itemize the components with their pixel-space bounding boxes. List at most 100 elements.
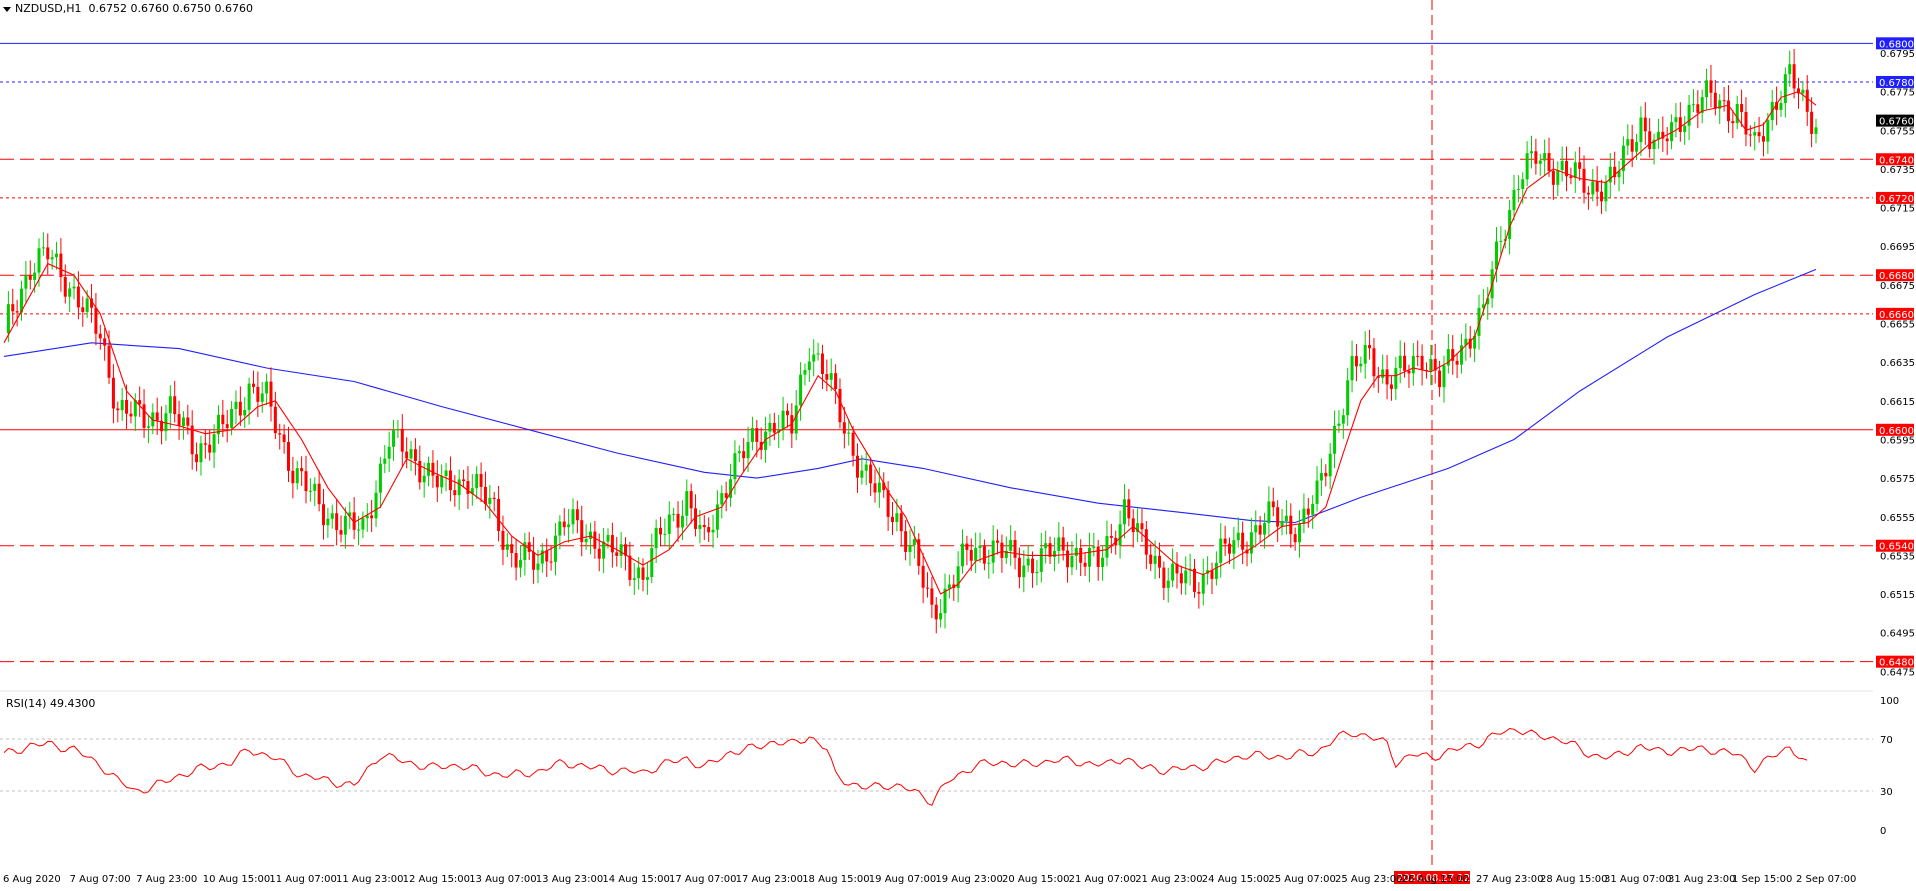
candle-body-365 (1600, 191, 1604, 202)
candle-body-383 (1678, 117, 1682, 132)
candle-body-403 (1766, 120, 1770, 142)
candle-body-20 (90, 298, 94, 308)
candle-body-303 (1328, 453, 1332, 477)
candle-body-2 (11, 304, 15, 312)
candle-body-302 (1324, 472, 1328, 477)
candle-body-136 (597, 548, 601, 559)
candle-body-362 (1586, 192, 1590, 195)
time-label-26: 1 Sep 15:00 (1732, 874, 1792, 885)
candle-body-364 (1595, 181, 1599, 192)
candle-body-49 (216, 414, 220, 435)
candle-body-153 (672, 513, 676, 515)
candle-body-378 (1656, 131, 1660, 140)
candle-body-7 (33, 272, 37, 280)
candle-body-25 (111, 377, 115, 409)
rsi-axis: 100 70 30 0 (1880, 696, 1899, 837)
candle-body-400 (1753, 132, 1757, 136)
candle-body-380 (1665, 138, 1669, 142)
candle-body-267 (1171, 563, 1175, 581)
moving-average-fast (3, 90, 1817, 595)
rsi-tick-1: 70 (1880, 735, 1893, 746)
candle-body-94 (413, 449, 417, 461)
candle-body-204 (895, 513, 899, 522)
candle-body-122 (536, 563, 540, 570)
candle-body-244 (1070, 555, 1074, 568)
time-axis: 6 Aug 2020 7 Aug 07:00 7 Aug 23:00 10 Aug 1… (3, 874, 1856, 885)
price-tick-3: 0.6735 (1880, 165, 1915, 176)
symbol-header[interactable]: NZDUSD,H1 0.6752 0.6760 0.6750 0.6760 (3, 2, 253, 15)
candle-body-196 (860, 470, 864, 478)
candle-body-73 (322, 504, 326, 526)
candle-body-146 (641, 567, 645, 580)
candle-body-101 (444, 470, 448, 477)
candle-body-9 (41, 247, 45, 249)
time-label-1: 7 Aug 07:00 (70, 874, 131, 885)
candle-body-360 (1578, 162, 1582, 169)
candle-body-313 (1372, 348, 1376, 377)
candle-body-337 (1477, 307, 1481, 336)
candle-body-206 (904, 531, 908, 552)
level-tag-7: 0.6600 (1879, 426, 1914, 437)
candle-body-131 (575, 509, 579, 521)
candle-body-99 (435, 475, 439, 488)
candle-body-134 (588, 531, 592, 539)
candle-body-119 (523, 542, 527, 560)
candle-body-305 (1337, 423, 1341, 426)
ma-slow-line (3, 268, 1817, 524)
horizontal-levels[interactable] (0, 42, 1873, 663)
candle-body-414 (1814, 127, 1818, 134)
time-label-0: 6 Aug 2020 (3, 874, 61, 885)
candle-body-65 (286, 441, 290, 471)
candle-body-17 (76, 286, 80, 308)
candle-body-359 (1573, 162, 1577, 179)
candle-body-147 (645, 577, 649, 580)
level-tag-6: 0.6660 (1879, 310, 1914, 321)
candle-body-367 (1608, 166, 1612, 183)
candle-body-10 (46, 247, 50, 260)
candle-body-41 (181, 417, 185, 427)
candle-body-397 (1740, 103, 1744, 112)
candle-body-83 (365, 515, 369, 519)
crosshair-time-label: 2020.08.27 12:00 (1397, 873, 1486, 884)
candle-body-213 (934, 604, 938, 620)
candle-body-287 (1258, 525, 1262, 535)
candle-body-138 (606, 535, 610, 542)
candle-body-82 (361, 518, 365, 530)
candle-body-270 (1184, 570, 1188, 584)
candle-body-238 (1044, 543, 1048, 549)
candle-body-18 (81, 307, 85, 312)
ma-fast-line (3, 90, 1817, 595)
candle-body-170 (746, 442, 750, 459)
rsi-header: RSI(14) 49.4300 (6, 697, 96, 710)
candle-body-130 (571, 509, 575, 525)
level-tag-bg-3 (1876, 153, 1914, 166)
candle-body-394 (1726, 100, 1730, 122)
candle-body-209 (917, 539, 921, 566)
candle-body-249 (1092, 546, 1096, 548)
candle-body-307 (1346, 380, 1350, 416)
candle-body-372 (1630, 139, 1634, 152)
candle-body-114 (501, 530, 505, 550)
candle-body-283 (1241, 532, 1245, 550)
candle-body-132 (580, 520, 584, 543)
candle-body-402 (1761, 136, 1765, 142)
candle-body-95 (418, 460, 422, 483)
candle-body-344 (1508, 210, 1512, 240)
candle-body-117 (514, 553, 518, 568)
candle-body-184 (807, 361, 811, 371)
candle-body-192 (842, 422, 846, 434)
candle-body-292 (1280, 521, 1284, 527)
candle-body-13 (59, 253, 63, 278)
candle-body-106 (466, 481, 470, 494)
candle-body-113 (497, 499, 501, 531)
candle-body-91 (400, 428, 404, 452)
candle-body-368 (1613, 166, 1617, 178)
candle-body-409 (1792, 64, 1796, 89)
crosshair-vertical-line[interactable]: 2020.08.27 12:00 (1394, 0, 1486, 884)
candle-body-69 (304, 471, 308, 492)
collapse-triangle-icon[interactable] (3, 6, 11, 12)
candle-body-48 (212, 434, 216, 453)
candle-body-187 (820, 353, 824, 375)
level-tag-bg-7 (1876, 423, 1914, 436)
